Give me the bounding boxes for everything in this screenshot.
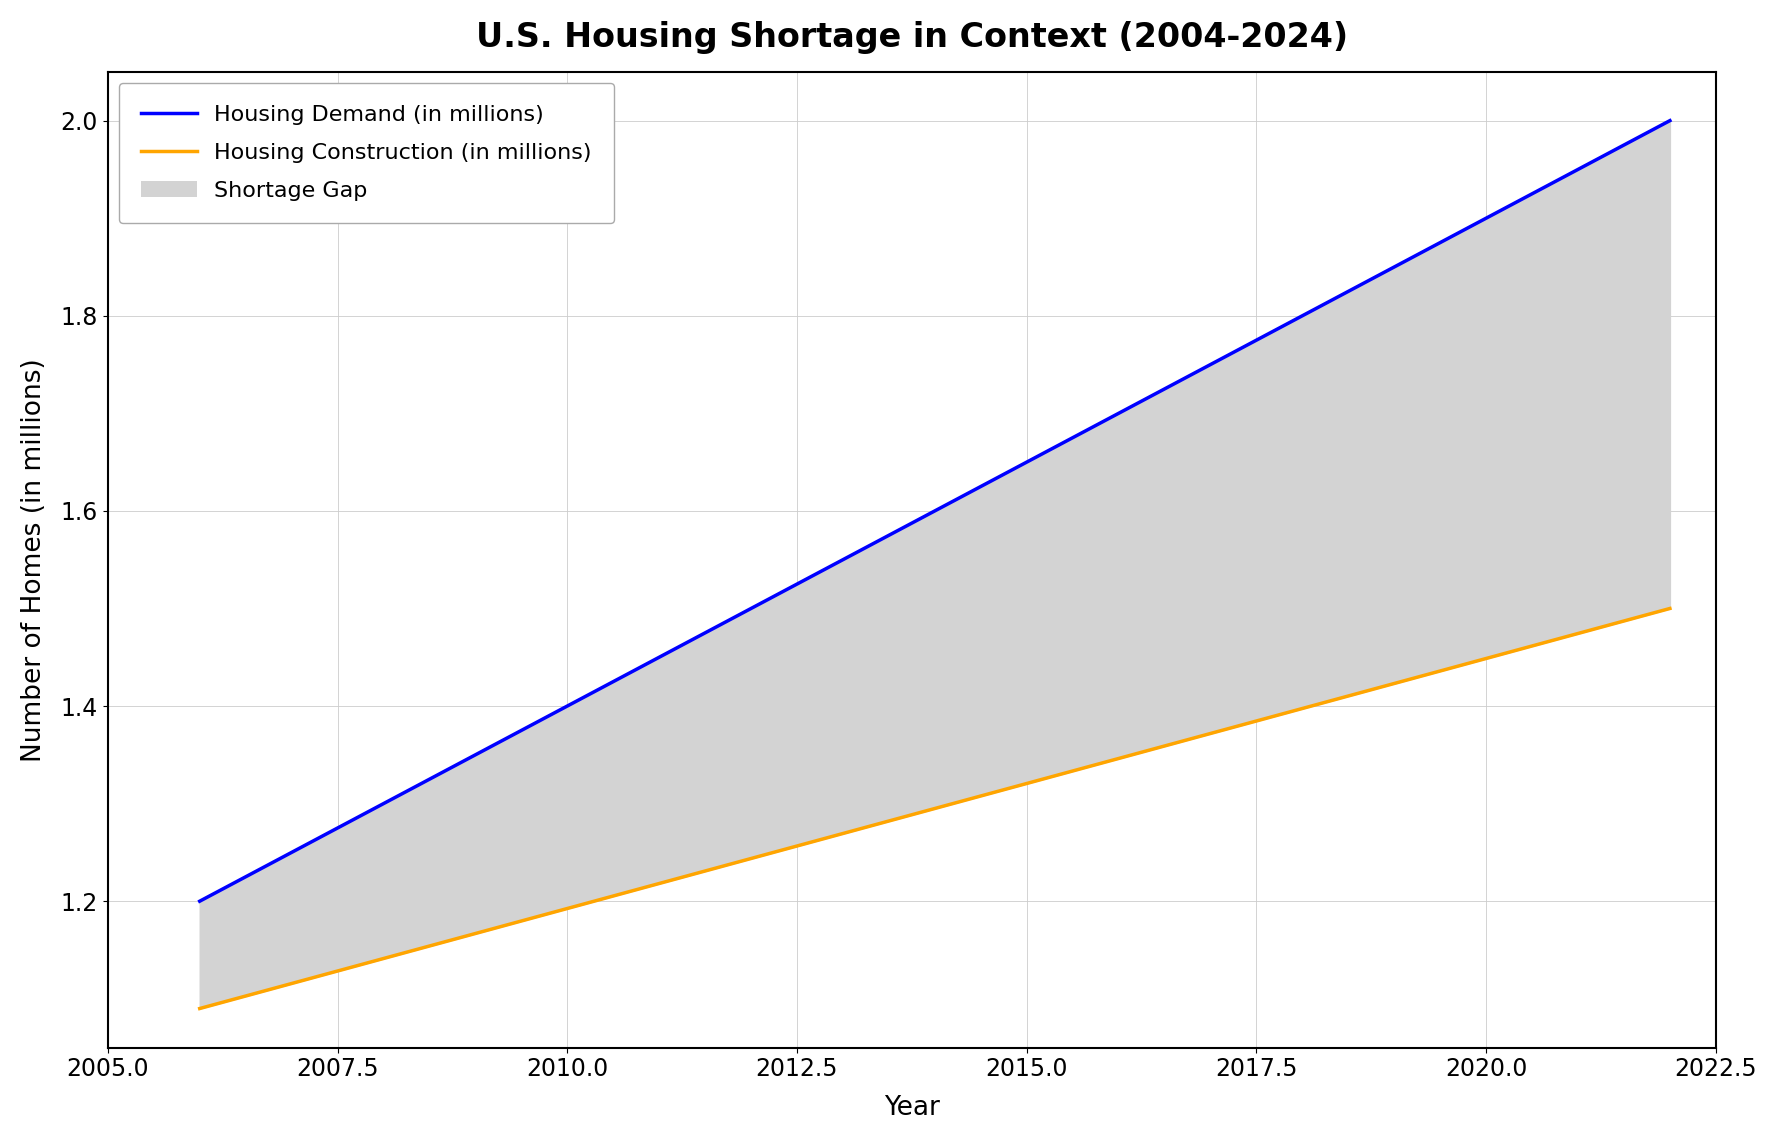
Y-axis label: Number of Homes (in millions): Number of Homes (in millions): [21, 357, 46, 762]
X-axis label: Year: Year: [884, 1095, 941, 1121]
Title: U.S. Housing Shortage in Context (2004-2024): U.S. Housing Shortage in Context (2004-2…: [477, 21, 1348, 54]
Legend: Housing Demand (in millions), Housing Construction (in millions), Shortage Gap: Housing Demand (in millions), Housing Co…: [119, 83, 613, 223]
